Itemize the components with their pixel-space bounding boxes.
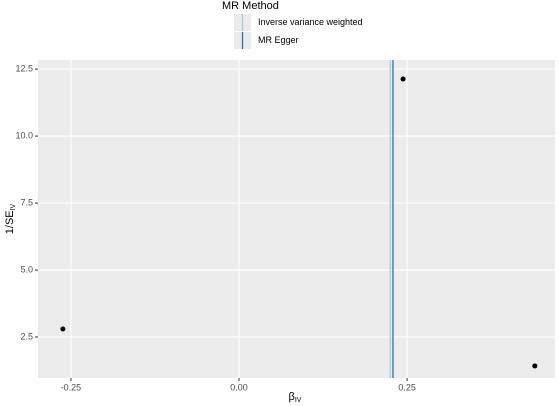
x-axis-label: βIV <box>289 391 302 404</box>
x-tick-label: -0.25 <box>61 382 82 392</box>
y-tick-label: 12.5 <box>15 63 33 73</box>
point <box>400 76 406 82</box>
y-tick-label: 10.0 <box>15 130 33 140</box>
legend-label: Inverse variance weighted <box>258 17 363 27</box>
y-tick-label: 2.5 <box>20 331 33 341</box>
point <box>532 363 538 369</box>
legend-title: MR Method <box>222 0 279 12</box>
plot-panel <box>38 60 555 378</box>
y-label-sub: IV <box>10 203 17 210</box>
x-label-sub: IV <box>295 397 302 404</box>
point <box>60 326 66 332</box>
x-tick-label: 0.25 <box>398 382 416 392</box>
y-label-main: 1/SE <box>4 210 16 234</box>
y-axis-label: 1/SEIV <box>4 203 17 234</box>
x-tick-label: 0.00 <box>230 382 248 392</box>
x-label-main: β <box>289 391 295 403</box>
y-tick-label: 7.5 <box>20 197 33 207</box>
legend-label: MR Egger <box>258 35 299 45</box>
y-tick-label: 5.0 <box>20 264 33 274</box>
